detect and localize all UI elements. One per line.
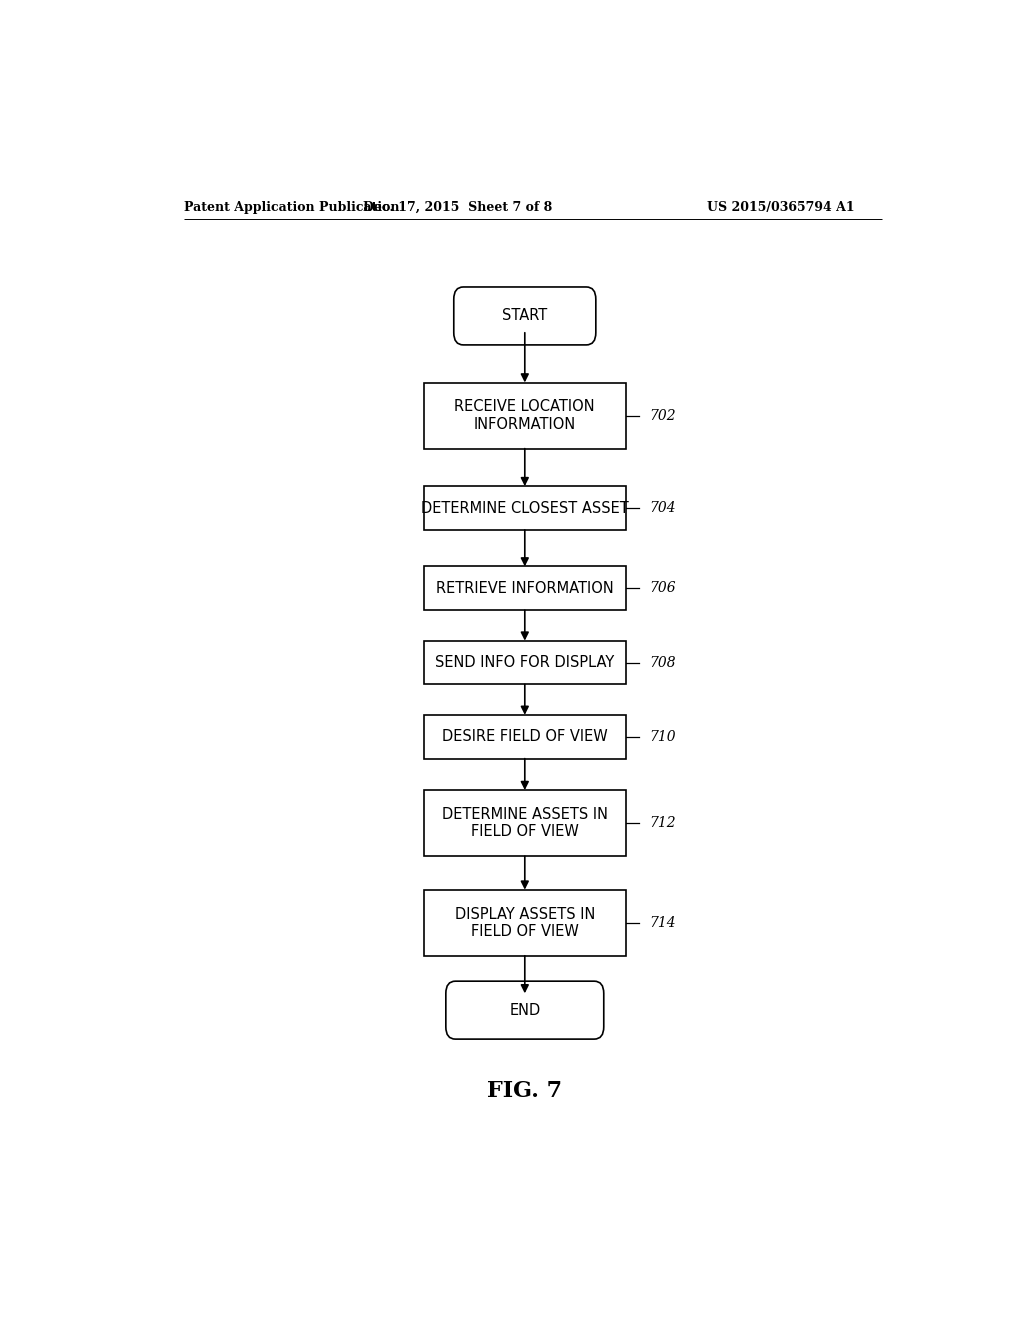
Bar xyxy=(424,383,626,449)
Bar xyxy=(424,486,626,529)
Text: 712: 712 xyxy=(650,816,677,830)
Text: RETRIEVE INFORMATION: RETRIEVE INFORMATION xyxy=(436,581,613,595)
FancyBboxPatch shape xyxy=(454,286,596,345)
Text: RECEIVE LOCATION
INFORMATION: RECEIVE LOCATION INFORMATION xyxy=(455,400,595,432)
Text: START: START xyxy=(502,309,548,323)
Bar xyxy=(424,890,626,956)
Text: FIG. 7: FIG. 7 xyxy=(487,1081,562,1102)
Bar xyxy=(424,566,626,610)
Text: Dec. 17, 2015  Sheet 7 of 8: Dec. 17, 2015 Sheet 7 of 8 xyxy=(362,201,552,214)
Bar xyxy=(424,640,626,684)
Bar xyxy=(424,791,626,857)
Text: SEND INFO FOR DISPLAY: SEND INFO FOR DISPLAY xyxy=(435,655,614,671)
Text: 710: 710 xyxy=(650,730,677,743)
FancyBboxPatch shape xyxy=(445,981,604,1039)
Bar xyxy=(424,715,626,759)
Text: 704: 704 xyxy=(650,502,677,515)
Text: DESIRE FIELD OF VIEW: DESIRE FIELD OF VIEW xyxy=(442,729,607,744)
Text: US 2015/0365794 A1: US 2015/0365794 A1 xyxy=(708,201,855,214)
Text: 706: 706 xyxy=(650,581,677,595)
Text: 708: 708 xyxy=(650,656,677,669)
Text: END: END xyxy=(509,1003,541,1018)
Text: 714: 714 xyxy=(650,916,677,929)
Text: DETERMINE ASSETS IN
FIELD OF VIEW: DETERMINE ASSETS IN FIELD OF VIEW xyxy=(441,807,608,840)
Text: Patent Application Publication: Patent Application Publication xyxy=(183,201,399,214)
Text: DETERMINE CLOSEST ASSET: DETERMINE CLOSEST ASSET xyxy=(421,500,629,516)
Text: 702: 702 xyxy=(650,409,677,422)
Text: DISPLAY ASSETS IN
FIELD OF VIEW: DISPLAY ASSETS IN FIELD OF VIEW xyxy=(455,907,595,939)
